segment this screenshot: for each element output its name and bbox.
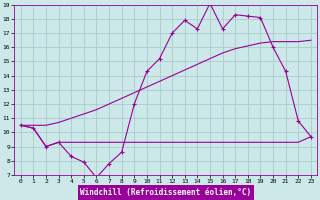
X-axis label: Windchill (Refroidissement éolien,°C): Windchill (Refroidissement éolien,°C) bbox=[80, 188, 252, 197]
